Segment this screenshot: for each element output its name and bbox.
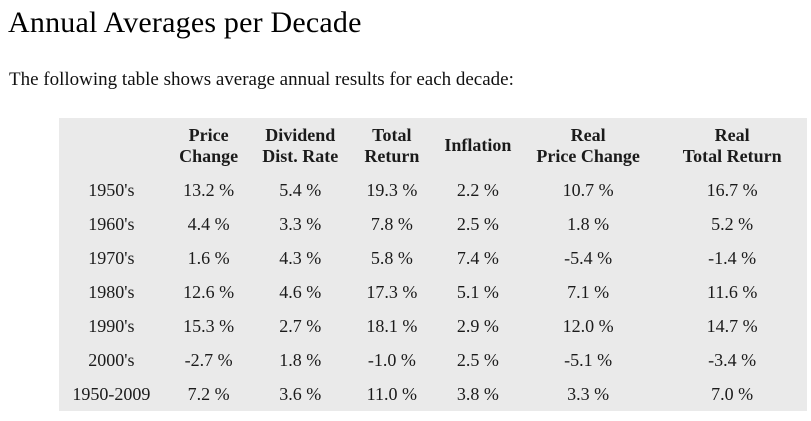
column-header-real-price-change: Real Price Change	[519, 118, 657, 173]
table-row-1960s: 1960's 4.4 % 3.3 % 7.8 % 2.5 % 1.8 % 5.2…	[59, 207, 807, 241]
value-cell: 5.2 %	[711, 213, 754, 234]
table-row-1950-2009: 1950-2009 7.2 % 3.6 % 11.0 % 3.8 % 3.3 %…	[59, 377, 807, 411]
header-row: Price Change Dividend Dist. Rate Total R…	[59, 118, 807, 173]
value-cell: 4.4 %	[187, 213, 230, 234]
value-cell: 5.8 %	[370, 247, 413, 268]
column-header-line: Price	[188, 124, 229, 145]
value-cell: -1.4 %	[708, 247, 757, 268]
decade-averages-table: Price Change Dividend Dist. Rate Total R…	[59, 117, 807, 411]
column-header-line: Dist. Rate	[262, 145, 339, 166]
value-cell: 2.5 %	[456, 349, 499, 370]
decade-cell: 2000's	[88, 349, 135, 370]
value-cell: 3.3 %	[279, 213, 322, 234]
page-title: Annual Averages per Decade	[8, 6, 362, 39]
value-cell: 5.1 %	[456, 281, 499, 302]
column-header-line: Real	[714, 124, 750, 145]
table-row-1970s: 1970's 1.6 % 4.3 % 5.8 % 7.4 % -5.4 % -1…	[59, 241, 807, 275]
value-cell: 7.4 %	[456, 247, 499, 268]
value-cell: 4.3 %	[279, 247, 322, 268]
value-cell: 12.6 %	[183, 281, 235, 302]
column-header-line: Real	[570, 124, 606, 145]
value-cell: 2.9 %	[456, 315, 499, 336]
table-row-2000s: 2000's -2.7 % 1.8 % -1.0 % 2.5 % -5.1 % …	[59, 343, 807, 377]
value-cell: 5.4 %	[279, 179, 322, 200]
value-cell: 2.5 %	[456, 213, 499, 234]
value-cell: 1.8 %	[279, 349, 322, 370]
value-cell: 11.0 %	[366, 383, 417, 404]
decade-cell: 1970's	[88, 247, 135, 268]
column-header-line: Dividend	[265, 124, 336, 145]
decade-cell: 1990's	[88, 315, 135, 336]
value-cell: 4.6 %	[279, 281, 322, 302]
column-header-line: Change	[179, 145, 239, 166]
value-cell: 16.7 %	[706, 179, 758, 200]
column-header-price-change: Price Change	[164, 118, 254, 173]
value-cell: 7.0 %	[711, 383, 754, 404]
value-cell: 3.6 %	[279, 383, 322, 404]
column-header-line: Total	[372, 124, 412, 145]
value-cell: -5.1 %	[564, 349, 613, 370]
value-cell: 2.7 %	[279, 315, 322, 336]
value-cell: 1.8 %	[567, 213, 610, 234]
value-cell: -3.4 %	[708, 349, 757, 370]
value-cell: 11.6 %	[707, 281, 758, 302]
column-header-line: Inflation	[444, 135, 512, 156]
value-cell: 12.0 %	[562, 315, 614, 336]
value-cell: 15.3 %	[183, 315, 235, 336]
column-header-line: Price Change	[536, 145, 640, 166]
value-cell: 7.2 %	[187, 383, 230, 404]
decade-cell: 1950-2009	[72, 383, 151, 404]
value-cell: -1.0 %	[367, 349, 416, 370]
value-cell: 7.1 %	[567, 281, 610, 302]
value-cell: 19.3 %	[366, 179, 418, 200]
table-row-1950s: 1950's 13.2 % 5.4 % 19.3 % 2.2 % 10.7 % …	[59, 173, 807, 207]
table-row-1980s: 1980's 12.6 % 4.6 % 17.3 % 5.1 % 7.1 % 1…	[59, 275, 807, 309]
value-cell: 2.2 %	[456, 179, 499, 200]
value-cell: 14.7 %	[706, 315, 758, 336]
column-header-total-return: Total Return	[347, 118, 437, 173]
value-cell: 3.3 %	[567, 383, 610, 404]
value-cell: 3.8 %	[456, 383, 499, 404]
value-cell: 17.3 %	[366, 281, 418, 302]
value-cell: 10.7 %	[562, 179, 614, 200]
column-header-real-total-return: Real Total Return	[657, 118, 807, 173]
decade-cell: 1960's	[88, 213, 135, 234]
value-cell: 1.6 %	[187, 247, 230, 268]
value-cell: 7.8 %	[370, 213, 413, 234]
value-cell: -2.7 %	[184, 349, 233, 370]
column-header-dividend-dist-rate: Dividend Dist. Rate	[253, 118, 347, 173]
decade-cell: 1950's	[88, 179, 135, 200]
column-header-line: Return	[364, 145, 420, 166]
column-header-decade	[59, 118, 164, 173]
decade-cell: 1980's	[88, 281, 135, 302]
table-row-1990s: 1990's 15.3 % 2.7 % 18.1 % 2.9 % 12.0 % …	[59, 309, 807, 343]
column-header-inflation: Inflation	[437, 118, 519, 173]
value-cell: -5.4 %	[564, 247, 613, 268]
page-subtitle: The following table shows average annual…	[9, 69, 514, 90]
value-cell: 13.2 %	[183, 179, 235, 200]
column-header-line: Total Return	[682, 145, 782, 166]
value-cell: 18.1 %	[366, 315, 418, 336]
